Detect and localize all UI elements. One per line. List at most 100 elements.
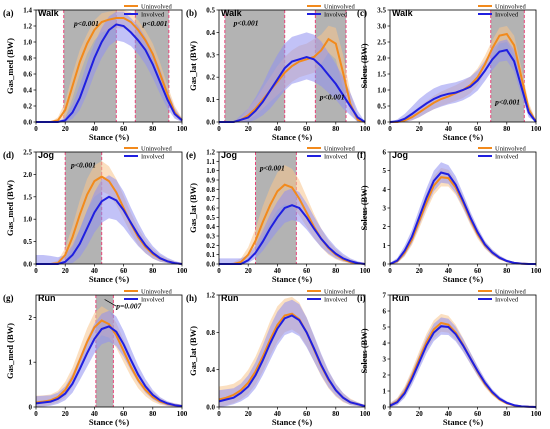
series-line-involved — [36, 195, 183, 265]
p-value-annotation: p<0.001 — [319, 93, 345, 102]
series-line-involved — [389, 325, 537, 408]
sd-band-involved — [36, 175, 182, 264]
x-axis-label: Stance (%) — [89, 417, 130, 427]
legend-label-involved: Involved — [141, 12, 165, 19]
x-tick-label: 100 — [177, 410, 188, 418]
y-tick-label: 0.8 — [206, 329, 215, 337]
y-tick-label: 0.6 — [23, 71, 32, 79]
y-tick-label: 1.5 — [23, 193, 32, 201]
legend-label-uninvolved: Uninvolved — [141, 4, 172, 11]
x-axis-label: Stance (%) — [89, 274, 130, 284]
y-tick-label: 0.2 — [206, 74, 215, 82]
x-tick-label: 40 — [445, 410, 453, 418]
y-tick-label: 1.2 — [23, 23, 32, 31]
legend-label-involved: Involved — [495, 297, 519, 304]
panel-title: Jog — [392, 150, 408, 160]
y-tick-label: 0.5 — [206, 7, 215, 15]
y-tick-label: 0.4 — [206, 366, 215, 374]
legend-label-involved: Involved — [324, 154, 348, 161]
series-line-involved — [218, 314, 366, 408]
series-line-uninvolved — [389, 321, 537, 408]
panel-label: (f) — [357, 150, 366, 160]
panel-title: Run — [392, 293, 410, 303]
panel-label: (c) — [357, 8, 367, 18]
y-tick-label: 0.2 — [206, 242, 215, 250]
y-tick-label: 3.5 — [377, 7, 386, 15]
legend-label-involved: Involved — [141, 297, 165, 304]
x-tick-label: 80 — [503, 267, 511, 275]
y-tick-label: 1 — [29, 359, 33, 367]
x-tick-label: 60 — [474, 267, 482, 275]
y-tick-label: 1 — [383, 242, 387, 250]
sd-band-involved — [390, 317, 536, 407]
y-tick-label: 1.2 — [206, 292, 215, 300]
x-tick-label: 40 — [274, 267, 282, 275]
series-line-involved — [35, 325, 183, 408]
sd-band-involved — [390, 162, 536, 264]
legend-label-uninvolved: Uninvolved — [141, 146, 172, 153]
x-tick-label: 0 — [388, 125, 392, 133]
legend-label-uninvolved: Uninvolved — [495, 289, 526, 296]
y-tick-label: 2.5 — [377, 39, 386, 47]
y-tick-label: 1.5 — [377, 71, 386, 79]
series-line-uninvolved — [35, 319, 183, 408]
x-tick-label: 0 — [34, 410, 38, 418]
y-tick-label: 4 — [383, 340, 387, 348]
y-tick-label: 0.5 — [23, 238, 32, 246]
x-tick-label: 0 — [388, 410, 392, 418]
p-value-annotation: p<0.001 — [259, 164, 285, 173]
axes-frame — [218, 9, 366, 123]
y-tick-label: 1.0 — [23, 216, 32, 224]
series-line-involved — [219, 204, 366, 265]
x-tick-label: 100 — [360, 410, 371, 418]
y-tick-label: 0.0 — [23, 119, 32, 127]
y-tick-label: 1 — [383, 388, 387, 396]
x-tick-label: 40 — [274, 125, 282, 133]
axes-frame — [35, 294, 183, 408]
x-axis-label: Stance (%) — [443, 132, 484, 142]
y-axis-label: Gas_lat (BW) — [188, 41, 198, 91]
y-tick-label: 2.5 — [23, 149, 32, 157]
panel-title: Walk — [392, 8, 414, 18]
x-tick-label: 80 — [149, 410, 157, 418]
y-tick-label: 0 — [383, 261, 387, 269]
y-tick-label: 0.0 — [23, 261, 32, 269]
legend-label-uninvolved: Uninvolved — [495, 146, 526, 153]
x-tick-label: 100 — [177, 125, 188, 133]
x-tick-label: 40 — [445, 267, 453, 275]
x-axis-label: Stance (%) — [272, 274, 313, 284]
x-axis-label: Stance (%) — [443, 417, 484, 427]
y-tick-label: 3 — [383, 205, 387, 213]
panel-label: (g) — [3, 293, 14, 303]
legend-label-involved: Involved — [495, 154, 519, 161]
x-tick-label: 100 — [531, 267, 542, 275]
y-tick-label: 0.7 — [206, 195, 215, 203]
x-tick-label: 100 — [360, 267, 371, 275]
x-tick-label: 60 — [303, 125, 311, 133]
y-tick-label: 2 — [383, 372, 387, 380]
x-axis-label: Stance (%) — [443, 274, 484, 284]
x-tick-label: 0 — [217, 267, 221, 275]
legend-label-involved: Involved — [141, 154, 165, 161]
x-tick-label: 0 — [34, 267, 38, 275]
x-tick-label: 40 — [91, 410, 99, 418]
series-line-uninvolved — [36, 17, 183, 123]
x-axis-label: Stance (%) — [272, 132, 313, 142]
x-tick-label: 0 — [217, 410, 221, 418]
y-tick-label: 7 — [383, 292, 387, 300]
x-tick-label: 80 — [503, 410, 511, 418]
y-tick-label: 0.0 — [206, 261, 215, 269]
subplot-c: 0 20 40 60 80 100 0.0 0.5 1.0 1.5 2.0 2.5 3.0 3.5 Stan… — [357, 4, 542, 143]
y-tick-label: 5 — [383, 167, 387, 175]
y-tick-label: 0.0 — [206, 404, 215, 412]
x-tick-label: 20 — [245, 410, 253, 418]
y-tick-label: 6 — [383, 149, 387, 157]
p-value-annotation: p<0.001 — [142, 19, 168, 28]
panel-label: (d) — [3, 150, 14, 160]
p-value-annotation: p<0.001 — [70, 161, 96, 170]
legend-label-uninvolved: Uninvolved — [324, 289, 355, 296]
axes-frame — [389, 9, 537, 123]
y-tick-label: 0.3 — [206, 51, 215, 59]
x-tick-label: 80 — [149, 125, 157, 133]
x-tick-label: 20 — [416, 125, 424, 133]
